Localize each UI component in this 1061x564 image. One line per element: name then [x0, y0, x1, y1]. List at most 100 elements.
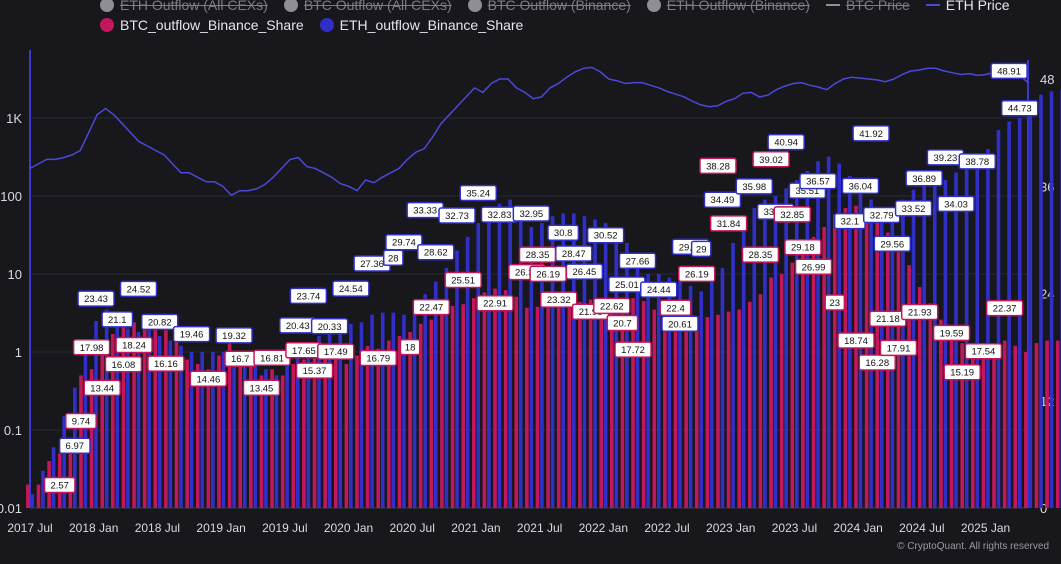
bar [115, 314, 120, 508]
x-tick-label: 2022 Jul [644, 521, 689, 535]
legend-item-2[interactable]: BTC Outflow (Binance) [467, 0, 631, 13]
data-label: 29.18 [791, 243, 815, 254]
bar [571, 213, 576, 508]
bar [147, 330, 151, 508]
data-label: 9.74 [72, 416, 91, 427]
legend-item-7[interactable]: ETH_outflow_Binance_Share [319, 17, 523, 33]
bar [26, 484, 30, 508]
bar [1013, 345, 1018, 508]
bar [153, 323, 158, 508]
bar [359, 322, 364, 508]
legend-label: BTC Price [845, 0, 910, 13]
bar [157, 336, 162, 508]
data-label-box [858, 354, 896, 371]
legend-item-0[interactable]: ETH Outflow (All CEXs) [100, 0, 268, 13]
dot-swatch-icon [100, 18, 114, 32]
data-label-box [659, 299, 692, 317]
bar [667, 277, 672, 508]
bar [758, 294, 763, 508]
bar [471, 298, 476, 508]
bar [211, 352, 215, 508]
data-label-box [72, 339, 111, 356]
bar [195, 364, 200, 508]
bar [36, 484, 41, 508]
data-label-box [593, 297, 631, 315]
data-label: 16.28 [865, 358, 889, 369]
x-tick-label: 2023 Jan [706, 521, 755, 535]
bar [482, 292, 487, 508]
bar [540, 223, 544, 508]
bar [922, 184, 926, 508]
data-label: 32.79 [870, 210, 894, 221]
data-label: 14.46 [196, 374, 220, 385]
legend-item-5[interactable]: ETH Price [925, 0, 1010, 13]
bar [588, 299, 593, 508]
bar [631, 298, 635, 508]
x-tick-label: 2019 Jul [262, 521, 307, 535]
data-label: 16.81 [260, 353, 284, 364]
bar [917, 287, 922, 508]
legend-label: BTC_outflow_Binance_Share [120, 17, 304, 33]
bar [179, 345, 183, 508]
bar [291, 364, 296, 508]
bar [1049, 91, 1054, 509]
bar [408, 332, 412, 508]
data-label-box [1000, 99, 1039, 117]
data-label: 25.01 [615, 280, 639, 291]
data-label-box [824, 294, 846, 311]
bar [344, 364, 349, 508]
data-label: 21.1 [108, 315, 127, 326]
bar [312, 348, 317, 508]
data-label-box [444, 271, 482, 289]
data-label: 30.52 [594, 231, 618, 242]
bar [652, 309, 657, 508]
data-label-box [735, 178, 774, 195]
data-label: 30.8 [554, 228, 573, 239]
data-label-box [289, 287, 328, 305]
legend-item-3[interactable]: ETH Outflow (Binance) [646, 0, 810, 13]
bar [816, 161, 820, 508]
bar [270, 369, 274, 508]
data-label-box [958, 153, 997, 170]
data-label-box [618, 252, 657, 270]
bar [794, 180, 799, 508]
bar [529, 227, 534, 509]
bar [996, 130, 1001, 509]
data-label: 16.7 [231, 354, 250, 365]
bar [599, 300, 604, 508]
bar [610, 299, 614, 508]
legend-label: BTC Outflow (Binance) [487, 0, 631, 13]
data-label: 22.47 [419, 303, 443, 314]
data-label-box [661, 315, 699, 333]
bar [869, 199, 873, 508]
bar [200, 352, 205, 508]
data-label: 22.4 [666, 303, 685, 314]
bar [992, 348, 996, 508]
data-label-box [784, 238, 822, 256]
legend-item-1[interactable]: BTC Outflow (All CEXs) [283, 0, 452, 13]
data-label: 13.45 [250, 383, 274, 394]
bar [582, 216, 587, 508]
bar [525, 307, 529, 508]
data-label: 22.37 [993, 304, 1017, 315]
data-label: 28 [388, 253, 399, 264]
data-label: 23.32 [547, 295, 571, 306]
data-label: 32.95 [519, 209, 543, 220]
legend-label: BTC Outflow (All CEXs) [303, 0, 452, 13]
x-tick-label: 2021 Jul [517, 521, 562, 535]
data-label-box [242, 379, 281, 397]
data-label-box [905, 170, 943, 187]
data-label: 20.33 [318, 322, 342, 333]
legend-item-6[interactable]: BTC_outflow_Binance_Share [100, 17, 304, 33]
data-label: 23.74 [296, 291, 320, 302]
data-label-box [512, 205, 551, 222]
data-label-box [837, 332, 875, 349]
data-label: 33.33 [413, 206, 437, 217]
data-label-box [943, 363, 981, 381]
data-label-box [459, 184, 498, 202]
bar [779, 274, 784, 508]
legend-item-4[interactable]: BTC Price [825, 0, 910, 13]
data-label-box [879, 339, 918, 357]
bar [688, 286, 693, 508]
bar [280, 375, 285, 508]
